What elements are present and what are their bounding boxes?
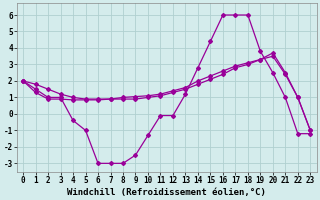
X-axis label: Windchill (Refroidissement éolien,°C): Windchill (Refroidissement éolien,°C) [67, 188, 266, 197]
